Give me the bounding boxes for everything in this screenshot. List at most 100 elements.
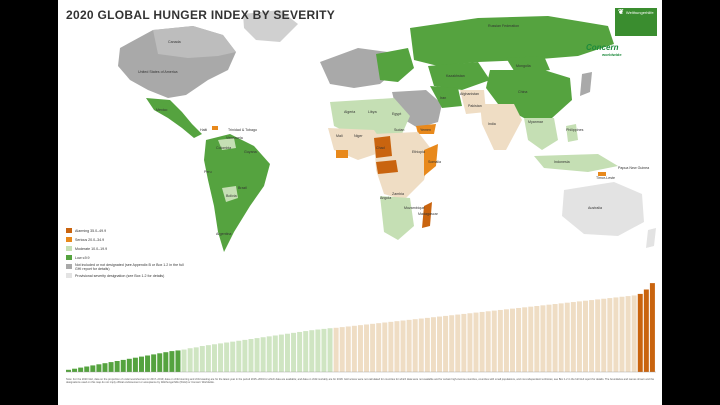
country-label: Niger (354, 134, 363, 138)
country-label: Afghanistan (460, 92, 479, 96)
bar (72, 368, 78, 372)
bar (558, 303, 564, 372)
australia-landmass (562, 182, 644, 236)
venezuela-region (218, 138, 236, 150)
legend-item: Low ≤9.9 (66, 253, 184, 262)
legend-item: Moderate 10.0–19.9 (66, 244, 184, 253)
bar (370, 323, 376, 372)
bar (528, 306, 534, 372)
country-label: Indonesia (554, 160, 570, 164)
bar (278, 334, 284, 372)
bar (510, 308, 516, 372)
bar (199, 346, 205, 372)
bar (388, 321, 394, 372)
bar (649, 283, 655, 372)
country-label: Mozambique (404, 206, 425, 210)
bar (120, 359, 126, 372)
country-label: Argentina (216, 232, 232, 236)
bar (619, 296, 625, 372)
bar (631, 295, 637, 372)
bar (497, 309, 503, 372)
bar (491, 310, 497, 372)
legend-item: Serious 20.0–34.9 (66, 235, 184, 244)
bar (516, 307, 522, 372)
footnote: Note: For the 2020 GHI, data on the prop… (66, 378, 655, 385)
eastern-europe-region (376, 48, 414, 82)
legend-swatch (66, 246, 72, 251)
legend-swatch (66, 264, 72, 269)
bar (145, 355, 151, 372)
bar (96, 364, 102, 372)
legend: Alarming 35.0–49.9 Serious 20.0–34.9 Mod… (66, 226, 184, 280)
bar (583, 300, 588, 372)
country-label: Sudan (394, 128, 405, 132)
bar (230, 341, 236, 372)
somalia-region (424, 144, 438, 176)
timor-leste-region (598, 172, 606, 176)
bar (157, 353, 163, 372)
bar (400, 320, 406, 372)
haiti-region (212, 126, 218, 130)
country-label: Guyana (244, 150, 257, 154)
bar (406, 319, 412, 372)
bar (303, 331, 309, 372)
bar (297, 331, 303, 372)
liberia-sierra-leone-region (336, 150, 348, 158)
mexico-region (146, 98, 202, 138)
country-label: Philippines (566, 128, 584, 132)
bar (108, 362, 114, 372)
bar (430, 317, 436, 372)
legend-item: Not included or not designated (see Appe… (66, 262, 184, 271)
bar (102, 363, 108, 372)
slide: 2020 GLOBAL HUNGER INDEX BY SEVERITY ❦ W… (58, 0, 662, 405)
bar (394, 321, 400, 372)
bar (187, 348, 193, 372)
legend-label: Serious 20.0–34.9 (75, 237, 105, 242)
country-label: Canada (168, 40, 181, 44)
bar (412, 319, 418, 372)
afghanistan-pakistan-region (460, 90, 486, 114)
bar (260, 337, 266, 372)
bar (224, 342, 230, 372)
legend-swatch (66, 228, 72, 233)
country-label: Mali (336, 134, 343, 138)
bar (126, 358, 132, 372)
mongolia-region (506, 56, 550, 74)
country-label: Somalia (428, 160, 441, 164)
bar (236, 340, 242, 372)
bar (382, 322, 388, 372)
country-label: Myanmar (528, 120, 543, 124)
country-label: India (488, 122, 496, 126)
welthungerhilfe-logo: ❦ Welthungerhilfe (615, 8, 657, 36)
bar (248, 339, 254, 372)
bar (643, 289, 649, 372)
country-label: Papua New Guinea (618, 166, 650, 170)
bar (242, 339, 248, 372)
bar (163, 352, 169, 372)
southern-africa-region (380, 196, 414, 240)
bar (339, 327, 345, 372)
country-label: Kazakhstan (446, 74, 465, 78)
bar (625, 296, 631, 372)
bar (473, 312, 479, 372)
wheat-icon: ❦ (618, 9, 624, 16)
whh-logo-text: Welthungerhilfe (625, 10, 654, 15)
bar (193, 347, 199, 372)
legend-label: Low ≤9.9 (75, 255, 90, 260)
severity-bar-chart (66, 283, 656, 373)
bar (503, 309, 509, 372)
bar (449, 315, 455, 372)
bar (601, 298, 607, 372)
bar (376, 323, 382, 372)
bar (534, 306, 540, 372)
bar (607, 298, 613, 372)
bar (205, 345, 211, 372)
bar (327, 328, 333, 372)
new-zealand-landmass (646, 228, 656, 248)
country-label: Angola (380, 196, 392, 200)
country-label: Madagascar (418, 212, 438, 216)
country-label: Zambia (392, 192, 404, 196)
bar (613, 297, 619, 372)
bar (418, 318, 424, 372)
country-label: Russian Federation (488, 24, 520, 28)
